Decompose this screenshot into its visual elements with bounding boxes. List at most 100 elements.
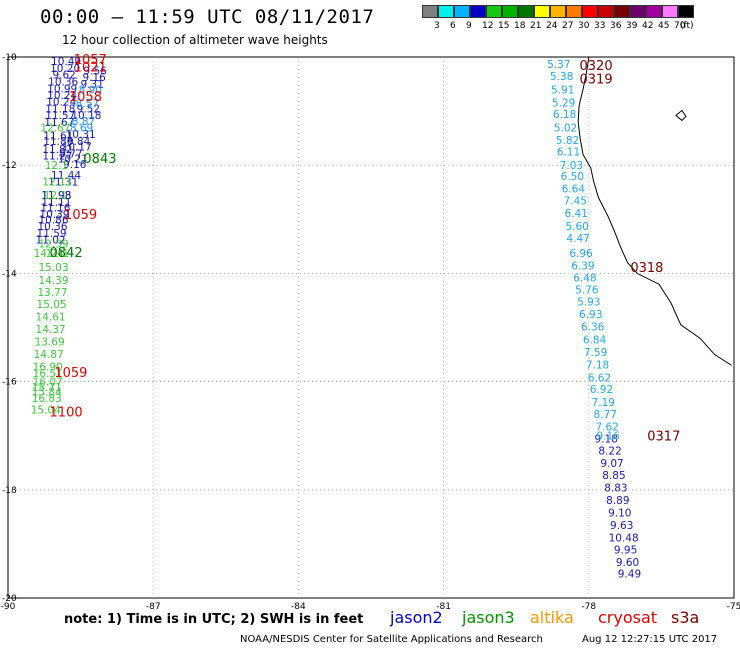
wave-height-label: 5.76 <box>575 285 599 297</box>
wave-height-label: 16.90 <box>33 361 63 373</box>
map-frame <box>7 56 735 599</box>
lat-tick-label: -12 <box>2 161 17 171</box>
wave-height-label: 9.16 <box>82 72 106 84</box>
color-swatch <box>614 5 630 18</box>
wave-height-label: 11.82 <box>42 144 72 156</box>
wave-height-label: 10.18 <box>71 110 101 122</box>
wave-height-label: 8.22 <box>598 445 621 457</box>
wave-height-label: 15.04 <box>31 405 61 417</box>
color-swatch <box>438 5 454 18</box>
wave-height-label: 6.62 <box>588 372 611 384</box>
color-swatch <box>646 5 662 18</box>
pass-time-label: 0318 <box>630 261 663 276</box>
legend-altika: altika <box>530 608 574 627</box>
wave-height-label: 7.19 <box>592 397 615 409</box>
wave-height-label: 13.77 <box>37 287 67 299</box>
wave-height-label: 15.05 <box>37 299 67 311</box>
color-scale-label: 70 <box>674 21 686 31</box>
wave-height-label: 11.27 <box>42 150 72 162</box>
wave-height-label: 8.90 <box>79 84 102 96</box>
wave-height-label: 11.59 <box>37 228 67 240</box>
wave-height-label: 7.18 <box>586 359 609 371</box>
color-scale-labels: 3 6 9 12 15 18 21 24 27 30 33 36 39 42 45 70 (ft) <box>422 21 740 33</box>
legend-cryosat: cryosat <box>598 608 658 627</box>
pass-time-label: 1100 <box>50 405 83 420</box>
pass-time-label: 1059 <box>54 366 87 381</box>
wave-height-label: 5.37 <box>547 59 570 71</box>
wave-height-label: 6.48 <box>573 273 596 285</box>
wave-height-label: 10.24 <box>46 96 76 108</box>
wave-height-label: 5.91 <box>551 84 574 96</box>
wave-height-label: 7.62 <box>595 422 618 434</box>
color-swatch <box>534 5 550 18</box>
wave-height-label: 5.93 <box>577 297 600 309</box>
wave-height-label: 7.59 <box>584 347 607 359</box>
lon-tick-label: -90 <box>1 602 16 612</box>
lat-tick-label: -10 <box>2 53 17 63</box>
wave-height-label: 9.63 <box>610 520 633 532</box>
wave-height-label: 8.83 <box>604 483 627 495</box>
lon-tick-label: -78 <box>581 602 596 612</box>
wave-height-label: 10.36 <box>37 221 67 233</box>
pass-time-label: 0842 <box>50 246 83 261</box>
wave-height-label: 11.44 <box>51 170 81 182</box>
wave-height-label: 11.98 <box>41 190 71 202</box>
wave-height-label: 9.77 <box>59 148 82 160</box>
wave-height-label: 9.10 <box>608 508 631 520</box>
wave-height-label: 9.07 <box>600 458 623 470</box>
wave-height-label: 9.84 <box>67 136 91 148</box>
color-scale-label: 15 <box>498 21 510 31</box>
color-scale-label: 21 <box>530 21 542 31</box>
map-plot: 10.4910.209.6210.3610.9910.2410.2411.181… <box>1 53 740 612</box>
wave-height-label: 6.92 <box>590 384 613 396</box>
wave-height-label: 10.31 <box>66 129 96 141</box>
wave-height-label: 9.49 <box>618 569 641 581</box>
wave-height-label: 6.18 <box>553 109 576 121</box>
wave-height-label: 10.48 <box>609 532 639 544</box>
wave-height-label: 4.47 <box>566 233 589 245</box>
wave-height-label: 9.52 <box>77 103 100 115</box>
pass-time-label: 0317 <box>647 430 680 445</box>
wave-height-label: 10.86 <box>38 214 68 226</box>
wave-height-label: 5.38 <box>550 71 573 83</box>
color-swatch <box>662 5 678 18</box>
wave-height-label: 11.16 <box>40 202 70 214</box>
lat-tick-label: -14 <box>2 269 17 279</box>
wave-height-label: 16.07 <box>33 377 63 389</box>
wave-height-label: 14.87 <box>34 349 64 361</box>
wave-height-label: 8.87 <box>72 116 95 128</box>
wave-height-label: 10.21 <box>58 154 88 166</box>
color-swatch <box>486 5 502 18</box>
wave-height-label: 8.89 <box>606 495 629 507</box>
wave-height-label: 5.02 <box>554 122 577 134</box>
wave-height-label: 10.24 <box>47 90 77 102</box>
color-scale-label: 39 <box>626 21 638 31</box>
wave-height-label: 10.99 <box>47 83 77 95</box>
wave-height-label: 10.20 <box>50 63 80 75</box>
color-scale-label: 27 <box>562 21 574 31</box>
pass-time-label: 1057 <box>74 53 107 68</box>
note-text: note: 1) Time is in UTC; 2) SWH is in fe… <box>64 612 364 627</box>
wave-height-label: 6.93 <box>579 309 602 321</box>
lat-tick-label: -18 <box>2 486 17 496</box>
wave-height-label: 7.45 <box>564 195 587 207</box>
legend-jason2: jason2 <box>390 608 443 627</box>
wave-height-label: 11.18 <box>45 103 75 115</box>
wave-height-label: 9.56 <box>83 66 107 78</box>
wave-height-label: 9.16 <box>63 159 87 171</box>
wave-height-label: 15.03 <box>38 262 68 274</box>
color-scale-label: 36 <box>610 21 622 31</box>
footer-credit: NOAA/NESDIS Center for Satellite Applica… <box>240 634 543 645</box>
lake-outline <box>675 109 687 122</box>
wave-height-label: 11.86 <box>43 136 73 148</box>
color-swatch <box>422 5 438 18</box>
wave-height-label: 8.85 <box>602 470 625 482</box>
wave-height-label: 16.83 <box>32 393 62 405</box>
wave-height-label: 6.50 <box>561 171 584 183</box>
lon-tick-label: -84 <box>291 602 306 612</box>
color-swatch <box>518 5 534 18</box>
color-swatch <box>454 5 470 18</box>
color-scale-label: 30 <box>578 21 590 31</box>
wave-height-label: 12.1 <box>45 160 68 172</box>
color-swatch <box>582 5 598 18</box>
